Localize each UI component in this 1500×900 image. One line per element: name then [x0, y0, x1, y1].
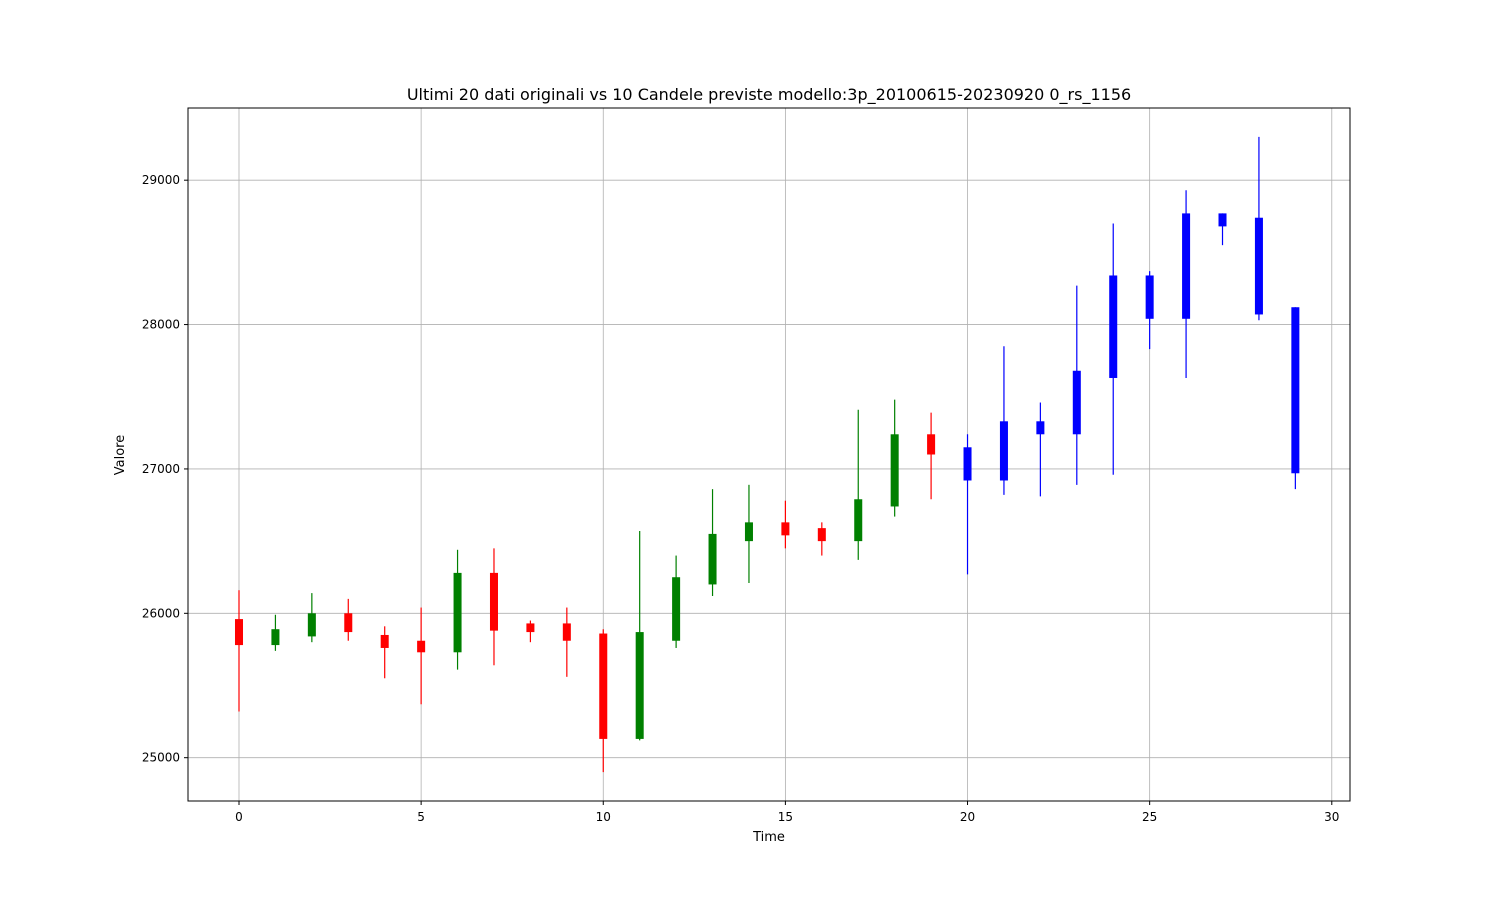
candle-body — [599, 633, 608, 739]
candle — [1182, 190, 1191, 378]
chart-title: Ultimi 20 dati originali vs 10 Candele p… — [407, 85, 1131, 105]
candle-body — [1218, 213, 1227, 227]
x-tick-label: 30 — [1324, 810, 1339, 824]
candle-body — [380, 634, 389, 648]
candle-body — [854, 499, 863, 542]
candle — [562, 607, 571, 677]
candle-body — [307, 613, 316, 637]
y-tick-label: 28000 — [142, 318, 180, 332]
candle-body — [817, 528, 826, 542]
axis-ticks: 0 5 10 15 20 25 30 25000 26000 27000 28000 29000 — [142, 173, 1340, 824]
candle — [489, 548, 498, 666]
candle — [453, 549, 462, 670]
plot-frame — [187, 107, 1351, 802]
candle-body — [927, 434, 936, 455]
candle-body — [781, 522, 790, 536]
candle-body — [1145, 275, 1154, 319]
candle — [817, 522, 826, 556]
candle-body — [1072, 370, 1081, 435]
candle-body — [1291, 307, 1300, 474]
candle-body — [744, 522, 753, 542]
x-tick-label: 0 — [235, 810, 243, 824]
candle — [1218, 213, 1227, 246]
candle-body — [562, 623, 571, 641]
candle-body — [1109, 275, 1118, 378]
candle-body — [453, 572, 462, 653]
candle — [890, 399, 899, 517]
candle — [854, 409, 863, 560]
y-tick-label: 29000 — [142, 173, 180, 187]
candle-body — [271, 629, 280, 646]
x-tick-label: 5 — [417, 810, 425, 824]
candle — [999, 346, 1008, 495]
candle — [1036, 402, 1045, 497]
candle-body — [708, 533, 717, 585]
candle — [1145, 271, 1154, 350]
candle — [526, 620, 535, 643]
candle — [708, 489, 717, 596]
candle — [234, 590, 244, 712]
candle — [271, 614, 280, 651]
candle — [344, 598, 353, 641]
y-axis-label: Valore — [113, 435, 128, 475]
y-tick-label: 27000 — [142, 462, 180, 476]
grid-lines — [188, 108, 1350, 801]
x-axis-label: Time — [752, 830, 785, 845]
y-tick-label: 26000 — [142, 606, 180, 620]
candle-body — [234, 619, 244, 646]
candle-body — [344, 613, 353, 633]
candle-body — [526, 623, 535, 633]
candle — [307, 593, 316, 643]
candle-body — [489, 572, 498, 631]
candle — [781, 500, 790, 549]
candle-body — [417, 640, 426, 653]
candle — [963, 434, 972, 575]
candle — [1254, 136, 1263, 321]
x-tick-label: 25 — [1142, 810, 1157, 824]
x-tick-label: 20 — [960, 810, 975, 824]
candle-body — [1254, 217, 1263, 315]
candle — [599, 629, 608, 773]
candle — [1072, 285, 1081, 485]
candle — [417, 607, 426, 705]
candle — [927, 412, 936, 500]
candle-body — [999, 421, 1008, 481]
candle-body — [1036, 421, 1045, 435]
x-tick-label: 15 — [778, 810, 793, 824]
x-tick-label: 10 — [596, 810, 611, 824]
candle-body — [963, 447, 972, 481]
candle — [672, 555, 681, 648]
candle — [1109, 223, 1118, 475]
candle-body — [890, 434, 899, 507]
candle — [380, 626, 389, 679]
candles — [234, 136, 1300, 773]
candle-body — [635, 632, 644, 739]
candle-body — [672, 577, 681, 641]
y-tick-label: 25000 — [142, 751, 180, 765]
candle — [1291, 307, 1300, 490]
candle-body — [1182, 213, 1191, 319]
candle — [744, 484, 753, 583]
candle — [635, 531, 644, 741]
